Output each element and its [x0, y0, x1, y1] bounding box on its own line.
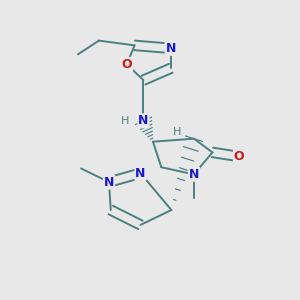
- Text: H: H: [121, 116, 129, 126]
- Text: N: N: [166, 42, 176, 55]
- Text: O: O: [234, 150, 244, 163]
- Text: N: N: [138, 114, 148, 128]
- Text: N: N: [135, 167, 146, 180]
- Text: O: O: [122, 58, 132, 71]
- Text: N: N: [189, 168, 199, 181]
- Text: N: N: [104, 176, 114, 189]
- Text: H: H: [172, 127, 181, 136]
